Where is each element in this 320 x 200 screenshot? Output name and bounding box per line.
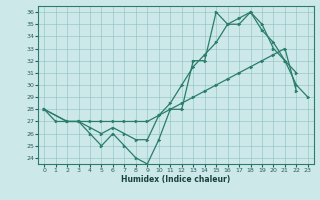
X-axis label: Humidex (Indice chaleur): Humidex (Indice chaleur): [121, 175, 231, 184]
